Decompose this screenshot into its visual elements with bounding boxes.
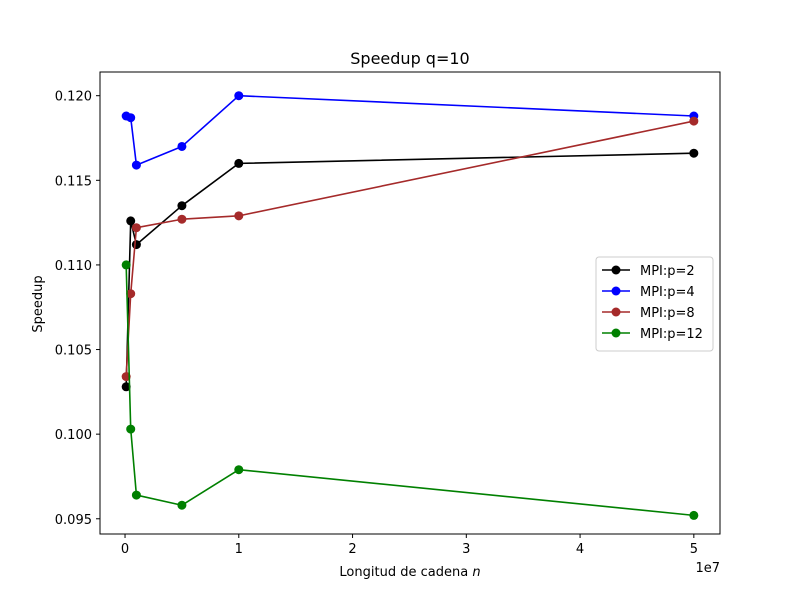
data-point [126, 216, 136, 226]
chart-title: Speedup q=10 [350, 49, 469, 68]
data-point [131, 490, 141, 500]
data-point [689, 148, 699, 158]
legend-label: MPI:p=2 [640, 264, 695, 279]
series-line [125, 120, 694, 377]
legend: MPI:p=2 MPI:p=4 MPI:p=8 MPI:p=12 [595, 256, 714, 352]
x-tick-label: 2 [348, 542, 356, 557]
x-tick-label: 5 [690, 542, 698, 557]
chart-marks [121, 91, 699, 520]
series-line [125, 152, 694, 387]
y-axis-label: Speedup [31, 275, 46, 332]
y-tick-label: 0.105 [55, 344, 92, 359]
series-line [125, 264, 694, 517]
legend-label: MPI:p=4 [640, 285, 695, 300]
data-point [126, 424, 136, 434]
data-point [689, 116, 699, 126]
y-tick-label: 0.115 [55, 174, 92, 189]
data-point [126, 113, 136, 123]
series-MPI:p=12 [121, 260, 699, 520]
data-point [234, 91, 244, 101]
legend-marker [611, 307, 621, 317]
y-tick-label: 0.110 [55, 259, 92, 274]
y-tick-label: 0.100 [55, 428, 92, 443]
x-axis-label: Longitud de cadena n [339, 565, 480, 580]
legend-box [595, 256, 714, 352]
data-point [234, 211, 244, 221]
y-tick-label: 0.120 [55, 90, 92, 105]
data-point [177, 141, 187, 151]
legend-item: MPI:p=2 [602, 264, 695, 279]
data-point [131, 240, 141, 250]
x-axis-label-text: Longitud de cadena [339, 565, 472, 580]
legend-marker [611, 286, 621, 296]
legend-marker [611, 265, 621, 275]
x-tick-label: 4 [576, 542, 584, 557]
data-point [121, 260, 131, 270]
series-MPI:p=8 [121, 116, 699, 382]
legend-marker [611, 328, 621, 338]
data-point [131, 160, 141, 170]
x-tick-label: 1 [235, 542, 243, 557]
legend-label: MPI:p=12 [640, 327, 703, 342]
y-axis: 0.095 0.100 0.105 0.110 0.115 0.120 [55, 90, 100, 528]
data-point [177, 214, 187, 224]
series-MPI:p=2 [121, 148, 699, 392]
y-tick-label: 0.095 [55, 513, 92, 528]
data-point [121, 382, 131, 392]
legend-item: MPI:p=8 [602, 306, 695, 321]
legend-label: MPI:p=8 [640, 306, 695, 321]
data-point [131, 223, 141, 233]
data-point [177, 500, 187, 510]
plot-area-frame [99, 71, 721, 535]
x-tick-label: 3 [462, 542, 470, 557]
data-point [234, 158, 244, 168]
x-axis-label-variable: n [472, 565, 480, 580]
legend-item: MPI:p=12 [602, 327, 703, 342]
x-axis-offset-text: 1e7 [695, 561, 720, 576]
data-point [177, 201, 187, 211]
data-point [126, 289, 136, 299]
data-point [689, 510, 699, 520]
x-tick-label: 0 [121, 542, 129, 557]
x-axis: 0 1 2 3 4 5 [121, 534, 698, 557]
data-point [234, 465, 244, 475]
legend-item: MPI:p=4 [602, 285, 695, 300]
